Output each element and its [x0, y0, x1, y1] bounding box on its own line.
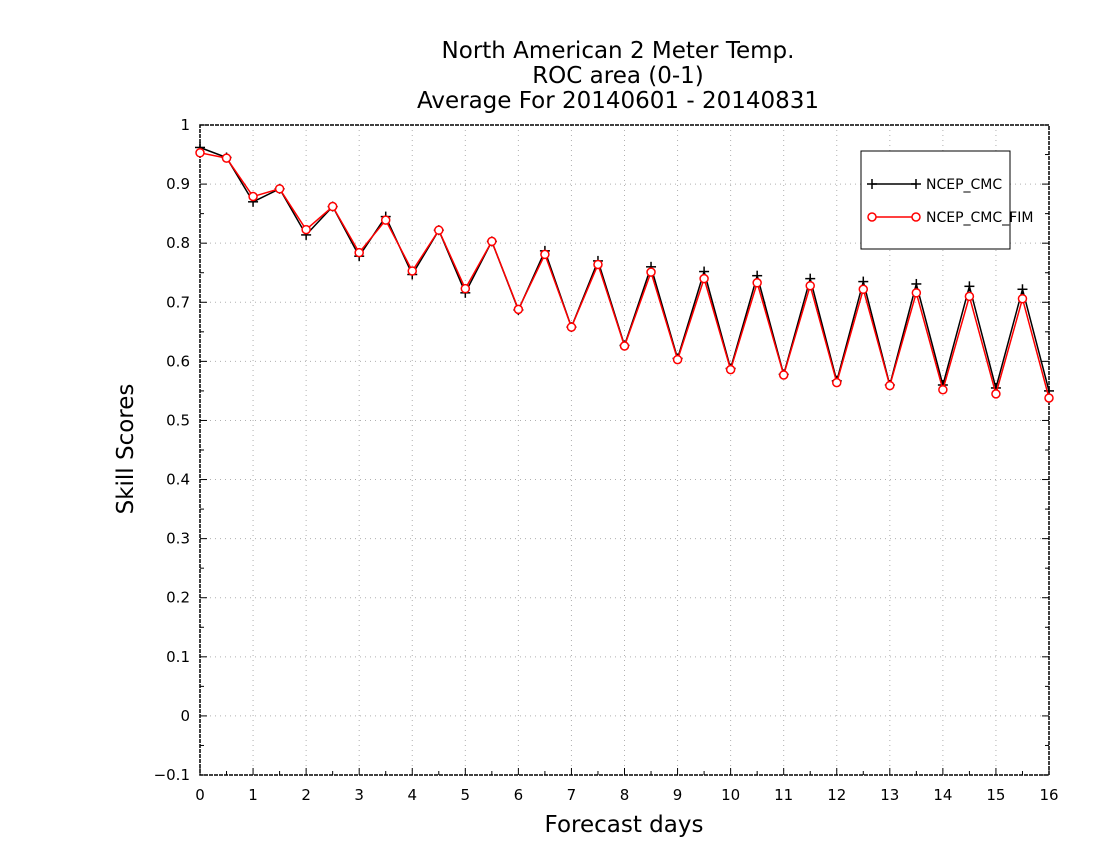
x-tick-label: 4 — [407, 786, 417, 804]
data-point-circle — [858, 284, 869, 295]
data-point-circle — [805, 280, 815, 291]
data-point-circle — [248, 191, 258, 202]
data-point-circle — [380, 215, 391, 225]
legend-label-ncep-cmc: NCEP_CMC — [926, 177, 1002, 193]
data-point-circle — [274, 184, 285, 194]
data-point-circle — [593, 259, 603, 270]
y-tick-label: 0.6 — [166, 352, 190, 370]
data-point-circle — [1044, 393, 1054, 403]
x-tick-label: 15 — [986, 786, 1005, 804]
y-tick-label: −0.1 — [154, 766, 190, 784]
data-point-plus — [1017, 284, 1028, 295]
y-tick-label: 1 — [180, 116, 190, 134]
axis-ticks: 0 1 2 3 4 5 6 7 8 9 10 11 12 13 14 15 16−0.100.10.20.30.… — [154, 116, 1059, 804]
data-point-circle — [646, 267, 656, 277]
data-point-circle — [566, 322, 577, 332]
data-point-circle — [991, 389, 1001, 399]
data-point-circle — [513, 304, 524, 315]
title-line-2: ROC area (0-1) — [532, 63, 704, 89]
x-tick-label: 16 — [1039, 786, 1058, 804]
data-point-circle — [460, 283, 471, 294]
x-tick-label: 12 — [827, 786, 846, 804]
y-tick-label: 0.2 — [166, 589, 190, 607]
x-tick-label: 5 — [461, 786, 471, 804]
data-point-circle — [778, 370, 789, 380]
title-line-1: North American 2 Meter Temp. — [442, 38, 795, 64]
data-point-circle — [407, 266, 417, 276]
y-axis-label: Skill Scores — [113, 384, 139, 515]
data-point-circle — [911, 288, 922, 298]
x-tick-label: 14 — [933, 786, 952, 804]
legend-box — [860, 150, 1011, 250]
legend-marker-circle-1 — [867, 212, 877, 222]
x-tick-label: 10 — [721, 786, 740, 804]
legend: NCEP_CMC NCEP_CMC_FIM — [860, 150, 1033, 250]
data-point-circle — [832, 377, 842, 388]
y-tick-label: 0.3 — [166, 530, 190, 548]
data-point-plus — [911, 278, 922, 289]
x-tick-label: 1 — [248, 786, 258, 804]
data-point-circle — [540, 249, 550, 260]
legend-marker-circle-2 — [911, 212, 921, 222]
data-point-circle — [487, 236, 497, 247]
data-point-circle — [301, 224, 311, 235]
data-point-circle — [885, 380, 895, 391]
data-point-circle — [619, 341, 630, 351]
x-tick-label: 3 — [354, 786, 364, 804]
legend-label-ncep-cmc-fim: NCEP_CMC_FIM — [926, 210, 1033, 226]
data-point-circle — [327, 201, 338, 212]
data-point-circle — [195, 148, 205, 158]
x-tick-label: 13 — [880, 786, 899, 804]
data-point-circle — [1017, 293, 1028, 304]
data-point-circle — [752, 278, 762, 288]
y-tick-label: 0.8 — [166, 234, 190, 252]
x-tick-label: 0 — [195, 786, 205, 804]
x-tick-label: 7 — [567, 786, 577, 804]
data-point-circle — [672, 354, 683, 365]
x-tick-label: 9 — [673, 786, 683, 804]
data-point-circle — [221, 153, 232, 163]
y-tick-label: 0.7 — [166, 293, 190, 311]
x-tick-label: 8 — [620, 786, 630, 804]
y-tick-label: 0.4 — [166, 471, 190, 489]
title-line-3: Average For 20140601 - 20140831 — [417, 88, 819, 114]
y-tick-label: 0 — [180, 707, 190, 725]
x-tick-label: 2 — [301, 786, 311, 804]
series-layer — [195, 142, 1054, 403]
data-point-circle — [964, 291, 975, 302]
x-tick-label: 11 — [774, 786, 793, 804]
data-point-plus — [964, 281, 975, 292]
data-point-circle — [725, 364, 736, 375]
data-point-circle — [434, 225, 444, 235]
y-tick-label: 0.5 — [166, 411, 190, 429]
y-tick-label: 0.9 — [166, 175, 190, 193]
chart-title: North American 2 Meter Temp. ROC area (0… — [417, 38, 819, 114]
data-point-circle — [354, 247, 364, 258]
legend-marker-plus — [867, 179, 921, 189]
y-tick-label: 0.1 — [166, 648, 190, 666]
x-axis-label: Forecast days — [545, 812, 704, 838]
data-point-circle — [938, 384, 948, 395]
x-tick-label: 6 — [514, 786, 524, 804]
series-ncep-cmc-fim — [195, 148, 1054, 403]
data-point-circle — [699, 273, 709, 284]
grid-lines — [200, 125, 1049, 775]
